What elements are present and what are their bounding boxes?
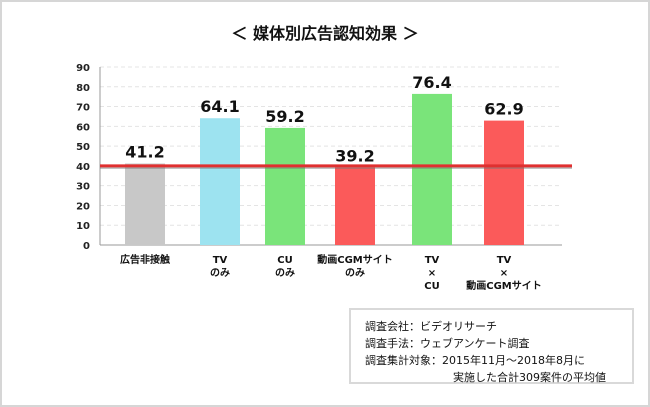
y-tick-label: 60: [76, 122, 90, 133]
y-tick-label: 0: [83, 241, 90, 252]
note-target: 調査集計対象：2015年11月〜2018年8月に: [365, 354, 585, 367]
bar: [125, 163, 165, 245]
bar: [484, 120, 524, 245]
data-label: 64.1: [200, 97, 239, 116]
y-tick-label: 70: [76, 103, 90, 114]
x-tick-label: のみ: [345, 267, 365, 279]
x-tick-label: CU: [277, 255, 292, 266]
x-tick-label: のみ: [210, 267, 230, 279]
note-target-cont: 実施した合計309案件の平均値: [453, 371, 606, 384]
note-method: 調査手法：ウェブアンケート調査: [365, 337, 530, 350]
bar: [412, 93, 452, 245]
bar-chart: 010203040506070809041.2広告非接触64.1TVのみ59.2…: [76, 63, 572, 292]
x-tick-label: 動画CGMサイト: [466, 279, 542, 292]
y-tick-label: 40: [76, 162, 90, 173]
y-tick-label: 10: [76, 221, 90, 232]
y-tick-label: 90: [76, 63, 90, 74]
data-label: 41.2: [125, 143, 164, 162]
survey-note: 調査会社：ビデオリサーチ 調査手法：ウェブアンケート調査 調査集計対象：2015…: [349, 308, 634, 384]
y-tick-label: 30: [76, 182, 90, 193]
x-tick-label: のみ: [275, 267, 295, 279]
x-tick-label: ×: [500, 268, 508, 279]
x-tick-label: 動画CGMサイト: [317, 253, 393, 266]
note-company: 調査会社：ビデオリサーチ: [365, 320, 497, 333]
y-tick-label: 50: [76, 142, 90, 153]
bar: [200, 118, 240, 245]
x-tick-label: ×: [428, 268, 436, 279]
x-tick-label: TV: [213, 255, 228, 266]
data-label: 59.2: [265, 107, 304, 126]
x-tick-label: 広告非接触: [120, 253, 170, 266]
bar: [265, 127, 305, 245]
data-label: 62.9: [484, 100, 523, 119]
bar: [335, 167, 375, 245]
chart-title: ＜ 媒体別広告認知効果 ＞: [231, 24, 419, 43]
data-label: 76.4: [412, 73, 451, 92]
x-tick-label: TV: [425, 255, 440, 266]
data-label: 39.2: [335, 146, 374, 165]
y-tick-label: 20: [76, 201, 90, 212]
x-tick-label: CU: [424, 281, 439, 292]
y-tick-label: 80: [76, 83, 90, 94]
x-tick-label: TV: [497, 255, 512, 266]
